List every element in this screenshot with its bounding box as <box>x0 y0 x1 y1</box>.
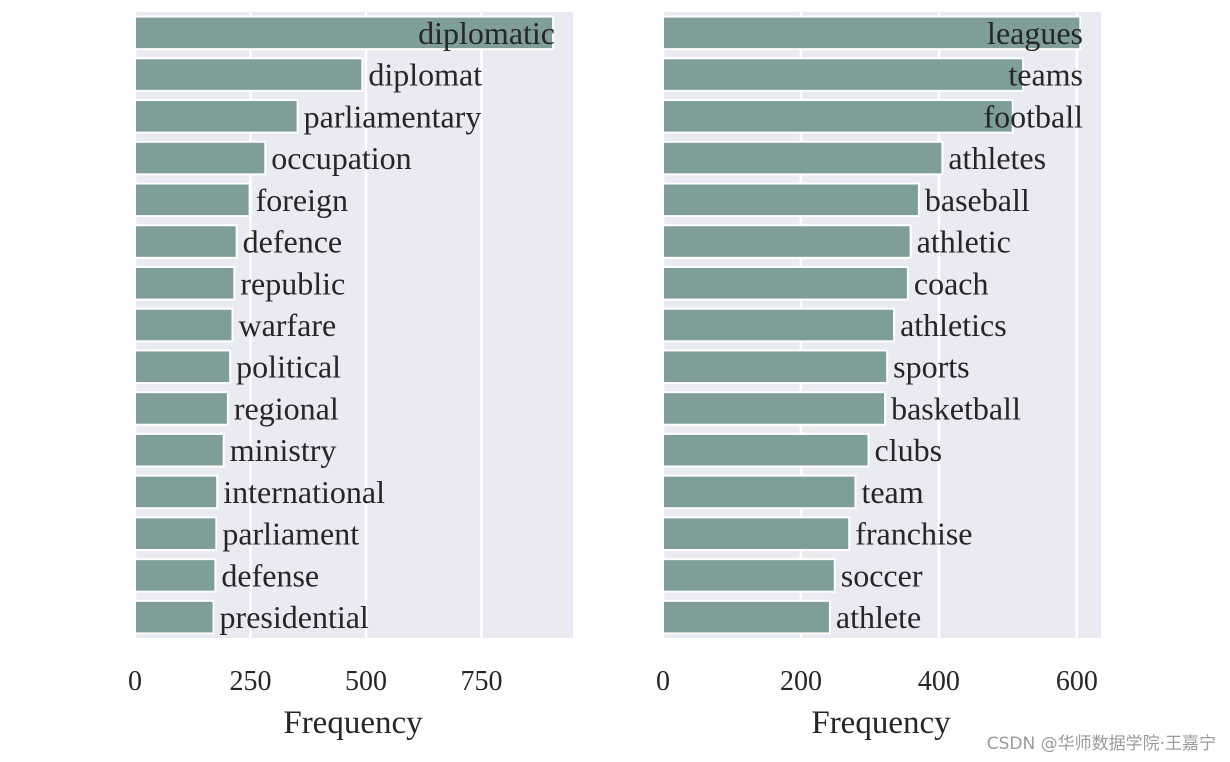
bar-soccer <box>662 558 836 593</box>
bar-clubs <box>662 432 870 468</box>
bar-defense <box>134 558 217 593</box>
bar-label-athletes: athletes <box>948 140 1046 176</box>
bar-leagues <box>662 15 1082 51</box>
bar-baseball <box>662 182 920 218</box>
x-tick-label: 600 <box>1056 666 1098 697</box>
bar-label-athlete: athlete <box>836 599 921 635</box>
bar-label-parliament: parliament <box>222 516 359 552</box>
bar-label-ministry: ministry <box>230 432 337 468</box>
bar-ministry <box>134 432 225 468</box>
bar-label-athletic: athletic <box>917 224 1011 260</box>
bar-defence <box>134 224 238 259</box>
bar-label-athletics: athletics <box>900 307 1007 343</box>
chart-panel-1: diplomatic diplomat parliamentary occupatio… <box>128 12 573 741</box>
bar-label-international: international <box>223 474 385 510</box>
bar-occupation <box>134 140 267 176</box>
bar-label-presidential: presidential <box>220 599 369 635</box>
bar-international <box>134 474 219 510</box>
bar-republic <box>134 265 236 301</box>
bar-label-occupation: occupation <box>271 140 411 176</box>
x-tick-label: 0 <box>128 666 142 697</box>
bar-regional <box>134 391 229 426</box>
bar-label-diplomat: diplomat <box>368 57 482 93</box>
bar-parliament <box>134 516 218 551</box>
bar-label-teams: teams <box>1008 57 1083 93</box>
x-tick-label: 0 <box>656 666 670 697</box>
bar-label-regional: regional <box>234 390 339 426</box>
chart-panel-2: leagues teams football athletes baseball athl… <box>656 12 1101 741</box>
bar-foreign <box>134 182 251 218</box>
watermark-text: CSDN @华师数据学院·王嘉宁 <box>986 734 1216 754</box>
bar-label-defence: defence <box>243 224 342 260</box>
bar-teams <box>662 57 1025 92</box>
bar-label-football: football <box>983 98 1083 134</box>
bar-athlete <box>662 599 831 635</box>
x-tick-label: 200 <box>780 666 822 697</box>
x-axis-title: Frequency <box>811 705 951 741</box>
bar-football <box>662 99 1014 134</box>
x-tick-label: 500 <box>345 666 387 697</box>
bar-label-coach: coach <box>914 265 989 301</box>
bar-basketball <box>662 391 887 426</box>
x-axis-title: Frequency <box>283 705 423 741</box>
bar-warfare <box>134 307 234 343</box>
bar-label-basketball: basketball <box>891 390 1021 426</box>
bar-diplomat <box>134 57 364 92</box>
bar-team <box>662 474 857 510</box>
bar-label-foreign: foreign <box>256 182 348 218</box>
bar-label-soccer: soccer <box>841 557 923 593</box>
bar-athletics <box>662 307 896 343</box>
bar-label-clubs: clubs <box>875 432 943 468</box>
bar-label-republic: republic <box>240 265 345 301</box>
bar-label-warfare: warfare <box>238 307 336 343</box>
bar-label-defense: defense <box>221 557 319 593</box>
bar-label-parliamentary: parliamentary <box>304 98 482 134</box>
bar-label-team: team <box>861 474 923 510</box>
bar-label-sports: sports <box>893 349 969 385</box>
bar-presidential <box>134 599 215 635</box>
bar-sports <box>662 349 889 385</box>
bar-athletic <box>662 224 912 259</box>
bar-label-baseball: baseball <box>925 182 1030 218</box>
bar-diplomatic <box>134 15 555 51</box>
x-tick-label: 750 <box>461 666 503 697</box>
bar-label-political: political <box>236 349 341 385</box>
bar-franchise <box>662 516 851 551</box>
bar-athletes <box>662 140 944 176</box>
bar-parliamentary <box>134 99 299 134</box>
x-tick-label: 250 <box>230 666 272 697</box>
bar-label-franchise: franchise <box>855 516 972 552</box>
bar-political <box>134 349 232 385</box>
x-tick-label: 400 <box>918 666 960 697</box>
bar-label-leagues: leagues <box>987 15 1083 51</box>
bar-label-diplomatic: diplomatic <box>418 15 555 51</box>
bar-coach <box>662 265 909 301</box>
